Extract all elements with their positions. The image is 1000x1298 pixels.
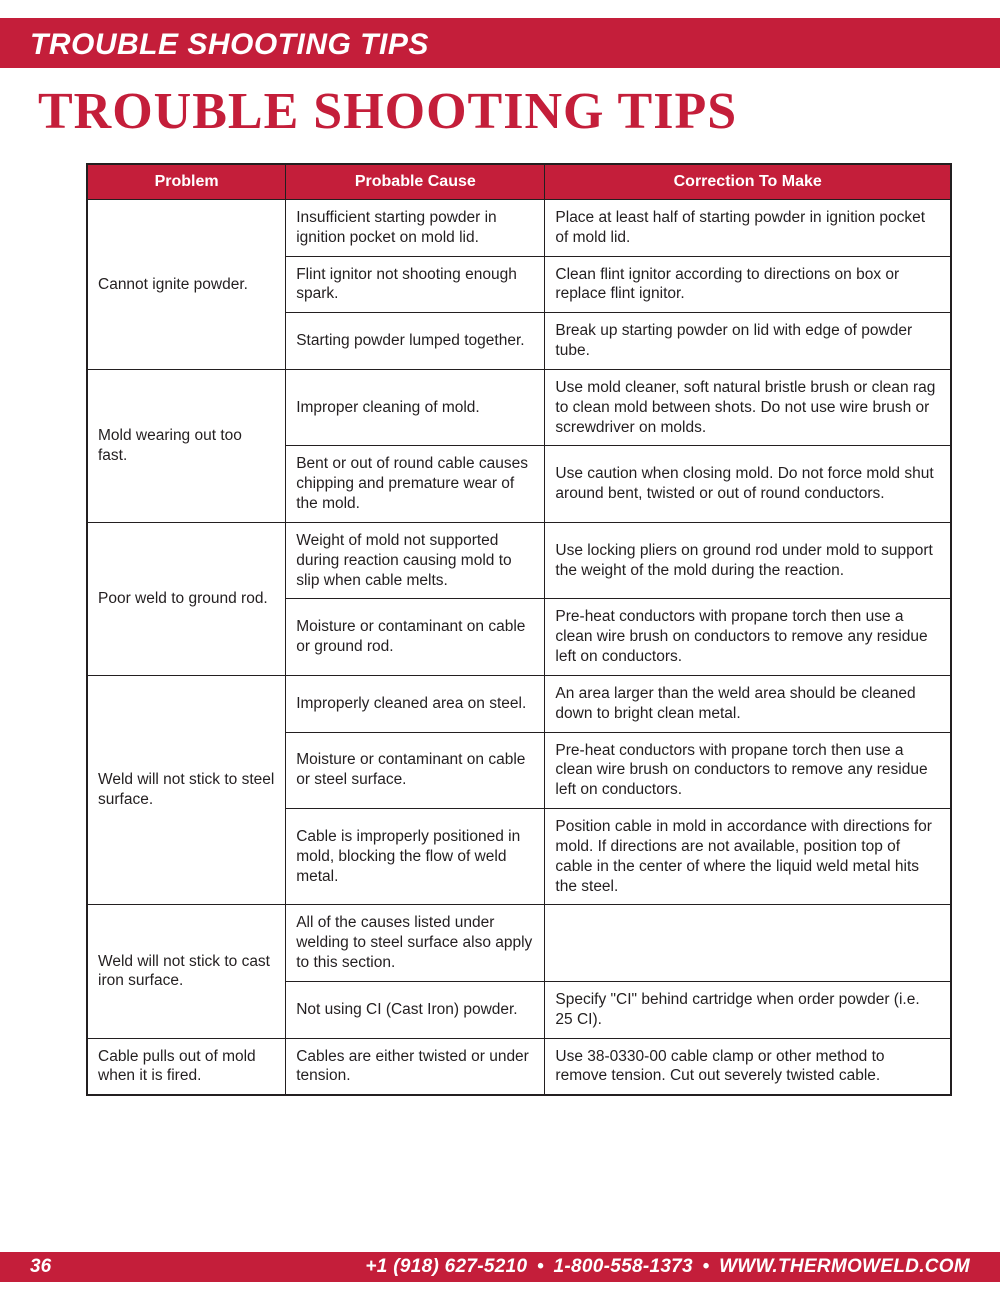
correction-cell: Use 38-0330-00 cable clamp or other meth… [545,1038,951,1095]
correction-cell: Specify "CI" behind cartridge when order… [545,981,951,1038]
correction-cell: Position cable in mold in accordance wit… [545,809,951,905]
cause-cell: Moisture or contaminant on cable or stee… [286,732,545,808]
footer-contact: +1 (918) 627-5210 • 1-800-558-1373 • WWW… [365,1256,970,1278]
table-row: Cannot ignite powder.Insufficient starti… [87,200,951,257]
table-row: Poor weld to ground rod.Weight of mold n… [87,522,951,598]
cause-cell: Improper cleaning of mold. [286,369,545,445]
correction-cell: Use mold cleaner, soft natural bristle b… [545,369,951,445]
cause-cell: Moisture or contaminant on cable or grou… [286,599,545,675]
correction-cell [545,905,951,981]
correction-cell: Clean flint ignitor according to directi… [545,256,951,313]
footer-phone1: +1 (918) 627-5210 [365,1256,527,1277]
problem-cell: Weld will not stick to steel surface. [87,675,286,904]
table-header-row: Problem Probable Cause Correction To Mak… [87,164,951,200]
correction-cell: An area larger than the weld area should… [545,675,951,732]
cause-cell: All of the causes listed under welding t… [286,905,545,981]
separator-icon: • [699,1256,714,1277]
table-row: Weld will not stick to cast iron surface… [87,905,951,981]
cause-cell: Flint ignitor not shooting enough spark. [286,256,545,313]
correction-cell: Pre-heat conductors with propane torch t… [545,732,951,808]
correction-cell: Use caution when closing mold. Do not fo… [545,446,951,522]
correction-cell: Place at least half of starting powder i… [545,200,951,257]
correction-cell: Pre-heat conductors with propane torch t… [545,599,951,675]
col-cause: Probable Cause [286,164,545,200]
problem-cell: Poor weld to ground rod. [87,522,286,675]
correction-cell: Break up starting powder on lid with edg… [545,313,951,370]
table-body: Cannot ignite powder.Insufficient starti… [87,200,951,1096]
header-bar-text: TROUBLE SHOOTING TIPS [30,28,429,61]
troubleshooting-table-wrap: Problem Probable Cause Correction To Mak… [0,163,1000,1096]
table-row: Weld will not stick to steel surface.Imp… [87,675,951,732]
page-number: 36 [30,1256,51,1278]
cause-cell: Cables are either twisted or under tensi… [286,1038,545,1095]
cause-cell: Cable is improperly positioned in mold, … [286,809,545,905]
table-row: Mold wearing out too fast.Improper clean… [87,369,951,445]
problem-cell: Cannot ignite powder. [87,200,286,370]
page-title: TROUBLE SHOOTING TIPS [0,68,1000,163]
table-row: Cable pulls out of mold when it is fired… [87,1038,951,1095]
separator-icon: • [533,1256,548,1277]
cause-cell: Improperly cleaned area on steel. [286,675,545,732]
cause-cell: Insufficient starting powder in ignition… [286,200,545,257]
footer-website: WWW.THERMOWELD.COM [719,1256,970,1277]
problem-cell: Cable pulls out of mold when it is fired… [87,1038,286,1095]
cause-cell: Not using CI (Cast Iron) powder. [286,981,545,1038]
correction-cell: Use locking pliers on ground rod under m… [545,522,951,598]
footer-bar: 36 +1 (918) 627-5210 • 1-800-558-1373 • … [0,1252,1000,1282]
troubleshooting-table: Problem Probable Cause Correction To Mak… [86,163,952,1096]
col-problem: Problem [87,164,286,200]
cause-cell: Starting powder lumped together. [286,313,545,370]
cause-cell: Weight of mold not supported during reac… [286,522,545,598]
problem-cell: Mold wearing out too fast. [87,369,286,522]
col-correction: Correction To Make [545,164,951,200]
footer-phone2: 1-800-558-1373 [554,1256,693,1277]
header-bar: TROUBLE SHOOTING TIPS [0,18,1000,68]
cause-cell: Bent or out of round cable causes chippi… [286,446,545,522]
problem-cell: Weld will not stick to cast iron surface… [87,905,286,1038]
